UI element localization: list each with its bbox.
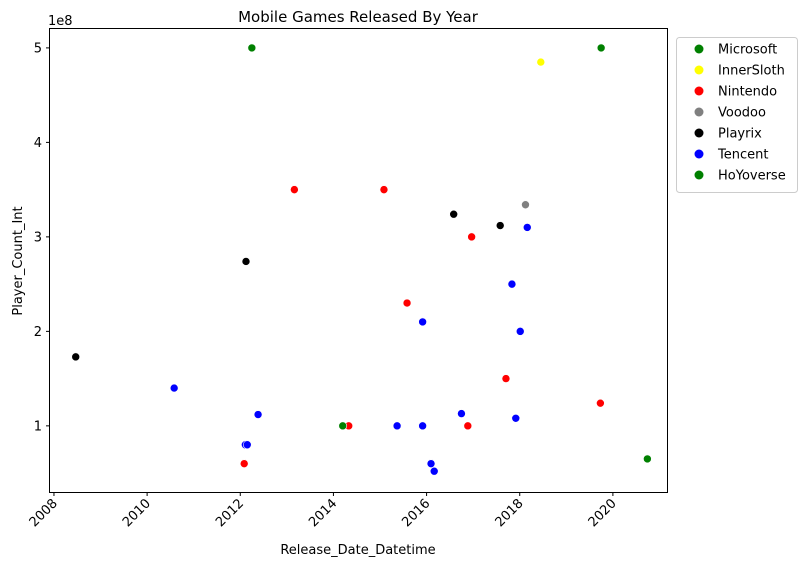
legend-item: InnerSloth (694, 64, 785, 79)
legend-item: Voodoo (694, 106, 766, 121)
data-point (643, 454, 652, 464)
series-playrix (71, 209, 505, 362)
data-point (515, 327, 525, 336)
x-tick-label: 2020 (586, 496, 620, 530)
data-point (449, 209, 458, 219)
data-point (418, 317, 427, 327)
data-point (379, 185, 389, 194)
series-microsoft (247, 43, 606, 53)
data-point (536, 57, 546, 67)
series-voodoo (521, 200, 530, 210)
data-point (522, 223, 532, 232)
legend-item: Playrix (694, 127, 762, 142)
data-point (457, 409, 466, 418)
legend-marker (694, 86, 704, 96)
data-point (253, 410, 263, 419)
data-point (521, 200, 530, 210)
data-point (596, 43, 606, 53)
data-point (467, 232, 476, 242)
data-point (241, 257, 251, 266)
data-point (495, 221, 505, 230)
data-point (338, 421, 348, 431)
data-point (392, 421, 402, 431)
data-point (507, 279, 517, 289)
y-offset-label: 1e8 (48, 14, 73, 29)
legend-marker (694, 128, 704, 138)
data-point (169, 383, 179, 393)
legend-label: Playrix (718, 127, 762, 142)
x-axis: 2008 2010 2012 2014 2016 2018 2020 (27, 492, 620, 530)
series-hoyoverse (338, 421, 652, 464)
legend-marker (694, 44, 704, 54)
data-point (402, 298, 412, 308)
legend-label: HoYoverse (718, 169, 786, 184)
legend-item: Nintendo (694, 85, 777, 100)
plot-area (71, 43, 652, 476)
legend-marker (694, 149, 704, 159)
x-tick-label: 2018 (493, 496, 527, 530)
series-tencent (169, 223, 532, 476)
data-point (426, 459, 436, 468)
legend-frame (676, 37, 798, 193)
chart-title: Mobile Games Released By Year (238, 8, 479, 26)
data-point (501, 374, 511, 383)
legend-label: Microsoft (718, 43, 777, 58)
x-tick-label: 2008 (27, 496, 61, 530)
x-tick-label: 2016 (399, 496, 433, 530)
y-tick-label: 2 (34, 325, 42, 340)
x-tick-label: 2012 (213, 496, 247, 530)
legend-label: Nintendo (718, 85, 777, 100)
y-axis: 1 2 3 4 5 (34, 41, 50, 434)
data-point (71, 352, 81, 362)
legend-marker (694, 170, 704, 180)
y-tick-label: 3 (34, 230, 42, 245)
legend-label: Tencent (717, 148, 768, 163)
data-point (239, 459, 249, 468)
y-tick-label: 5 (34, 41, 42, 56)
data-point (429, 466, 439, 476)
x-tick-label: 2010 (120, 496, 154, 530)
data-point (511, 413, 521, 423)
legend-item: Tencent (694, 148, 768, 163)
data-point (290, 185, 299, 194)
legend-label: InnerSloth (718, 64, 785, 79)
y-tick-label: 4 (34, 136, 42, 151)
y-axis-title: Player_Count_Int (11, 206, 26, 315)
legend-item: Microsoft (694, 43, 777, 58)
legend-item: HoYoverse (694, 169, 786, 184)
data-point (596, 398, 605, 408)
data-point (418, 421, 427, 431)
data-point (242, 440, 252, 450)
legend-marker (694, 65, 704, 75)
legend-label: Voodoo (718, 106, 766, 121)
legend-marker (694, 107, 704, 117)
series-nintendo (239, 185, 605, 468)
legend: Microsoft InnerSloth Nintendo Voodoo Playrix… (676, 37, 798, 193)
data-point (463, 421, 473, 431)
y-tick-label: 1 (34, 419, 42, 434)
x-axis-title: Release_Date_Datetime (280, 543, 435, 558)
x-tick-label: 2014 (306, 496, 340, 530)
series-innersloth (536, 57, 546, 67)
plot-frame (49, 28, 668, 493)
data-point (247, 43, 257, 53)
